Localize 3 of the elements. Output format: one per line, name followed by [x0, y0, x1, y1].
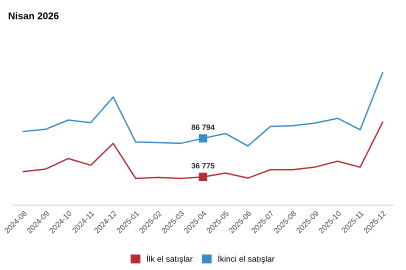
chart-title: Nisan 2026 — [8, 12, 59, 20]
legend-label: İlk el satışlar — [147, 254, 193, 264]
legend-label: İkinci el satışlar — [218, 254, 274, 264]
